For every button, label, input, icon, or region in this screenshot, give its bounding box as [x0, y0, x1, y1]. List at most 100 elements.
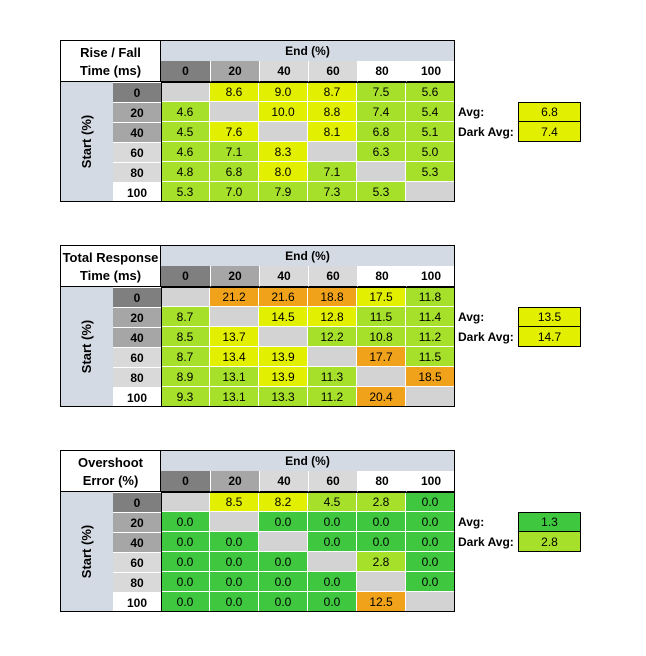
data-cell: 8.9	[161, 367, 210, 387]
row-header-100: 100	[113, 592, 161, 612]
data-cell	[357, 367, 406, 387]
data-cell: 7.5	[357, 82, 406, 102]
table-title-line1: Total Response	[62, 249, 159, 265]
data-cell: 8.5	[210, 492, 259, 512]
data-cell: 11.3	[308, 367, 357, 387]
col-header-100: 100	[406, 266, 455, 287]
data-cell: 0.0	[259, 592, 308, 612]
data-cell: 0.0	[161, 552, 210, 572]
data-cell	[259, 532, 308, 552]
col-axis-header: End (%)	[161, 40, 455, 61]
data-cell: 21.6	[259, 287, 308, 307]
row-header-100: 100	[113, 182, 161, 202]
data-cell	[308, 142, 357, 162]
table-title-line2: Time (ms)	[79, 267, 142, 283]
data-cell: 11.2	[406, 327, 455, 347]
data-cell: 8.1	[308, 122, 357, 142]
data-cell: 0.0	[406, 572, 455, 592]
data-cell	[161, 82, 210, 102]
data-cell: 8.5	[161, 327, 210, 347]
col-header-60: 60	[308, 266, 357, 287]
data-cell: 7.4	[357, 102, 406, 122]
data-cell: 11.2	[308, 387, 357, 407]
data-cell: 7.1	[210, 142, 259, 162]
row-header-60: 60	[113, 347, 161, 367]
col-header-20: 20	[210, 61, 259, 82]
data-cell: 0.0	[357, 532, 406, 552]
data-cell: 8.6	[210, 82, 259, 102]
total-response-time-table: Total Response Time (ms) End (%) 0 20 40 60 80 1…	[60, 245, 581, 415]
dark-avg-value: 7.4	[518, 122, 581, 142]
data-cell: 0.0	[406, 492, 455, 512]
row-axis-header: Start (%)	[79, 114, 95, 169]
dark-avg-value: 14.7	[518, 327, 581, 347]
data-cell: 2.8	[357, 552, 406, 572]
overshoot-error-table: Overshoot Error (%) End (%) 0 20 40 60 80 100 Sta…	[60, 450, 581, 620]
col-header-60: 60	[308, 471, 357, 492]
rise-fall-time-table: Rise / Fall Time (ms) End (%) 0 20 40 60 80 100 S…	[60, 40, 581, 210]
data-cell: 10.0	[259, 102, 308, 122]
table-title: Overshoot Error (%)	[60, 450, 161, 492]
data-cell: 9.0	[259, 82, 308, 102]
col-header-80: 80	[357, 61, 406, 82]
data-cell	[357, 572, 406, 592]
data-cell: 5.4	[406, 102, 455, 122]
data-cell: 13.3	[259, 387, 308, 407]
row-header-0: 0	[113, 82, 161, 102]
data-cell: 12.5	[357, 592, 406, 612]
row-header-40: 40	[113, 122, 161, 142]
col-axis-header: End (%)	[161, 450, 455, 471]
data-cell: 0.0	[406, 532, 455, 552]
data-cell: 0.0	[210, 592, 259, 612]
row-header-20: 20	[113, 512, 161, 532]
data-cell: 11.5	[406, 347, 455, 367]
data-cell: 18.5	[406, 367, 455, 387]
data-cell: 0.0	[161, 532, 210, 552]
col-header-20: 20	[210, 471, 259, 492]
data-cell: 9.3	[161, 387, 210, 407]
data-cell: 12.2	[308, 327, 357, 347]
table-title-line1: Overshoot	[77, 454, 143, 470]
col-header-100: 100	[406, 61, 455, 82]
data-cell: 5.3	[406, 162, 455, 182]
data-cell: 0.0	[308, 572, 357, 592]
data-cell: 8.7	[161, 307, 210, 327]
data-cell: 21.2	[210, 287, 259, 307]
data-cell: 4.5	[161, 122, 210, 142]
data-cell: 0.0	[259, 512, 308, 532]
data-cell: 11.8	[406, 287, 455, 307]
row-header-80: 80	[113, 572, 161, 592]
avg-value: 6.8	[518, 102, 581, 122]
data-cell: 0.0	[259, 552, 308, 572]
data-cell: 6.3	[357, 142, 406, 162]
data-cell: 7.0	[210, 182, 259, 202]
data-cell: 0.0	[406, 552, 455, 572]
col-header-80: 80	[357, 471, 406, 492]
data-cell: 0.0	[210, 532, 259, 552]
data-cell: 13.1	[210, 387, 259, 407]
data-cell: 0.0	[210, 552, 259, 572]
avg-value: 13.5	[518, 307, 581, 327]
table-title: Rise / Fall Time (ms)	[60, 40, 161, 82]
col-header-40: 40	[259, 266, 308, 287]
row-header-60: 60	[113, 552, 161, 572]
data-cell: 6.8	[357, 122, 406, 142]
col-header-100: 100	[406, 471, 455, 492]
data-cell: 5.6	[406, 82, 455, 102]
row-axis-header: Start (%)	[79, 319, 95, 374]
row-header-40: 40	[113, 327, 161, 347]
data-cell: 0.0	[161, 572, 210, 592]
data-cell: 11.5	[357, 307, 406, 327]
data-cell: 11.4	[406, 307, 455, 327]
data-cell: 0.0	[357, 512, 406, 532]
data-cell	[210, 102, 259, 122]
avg-label: Avg:	[458, 310, 485, 324]
data-cell: 4.6	[161, 142, 210, 162]
data-cell: 0.0	[161, 512, 210, 532]
data-cell: 0.0	[161, 592, 210, 612]
data-cell	[406, 592, 455, 612]
data-cell: 14.5	[259, 307, 308, 327]
data-cell: 5.3	[161, 182, 210, 202]
table-title-line1: Rise / Fall	[80, 44, 141, 60]
data-cell: 7.1	[308, 162, 357, 182]
